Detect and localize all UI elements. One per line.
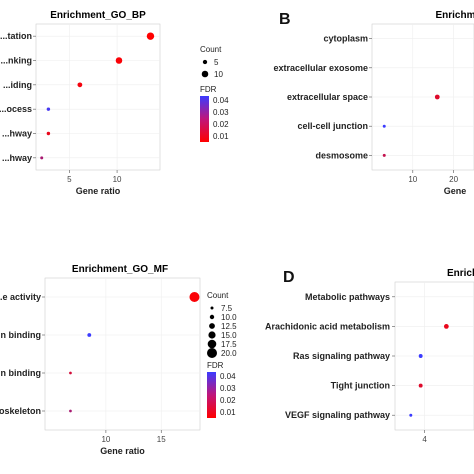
chart-title: Enrichment (447, 268, 474, 279)
size-legend-label: 20.0 (221, 349, 237, 358)
size-legend-label: 10.0 (221, 313, 237, 322)
x-tick-label: 15 (157, 435, 166, 444)
color-legend-label: 0.03 (213, 108, 229, 117)
category-label: Arachidonic acid metabolism (265, 321, 390, 331)
size-legend-title: Count (207, 291, 229, 300)
category-label: extracellular exosome (273, 63, 368, 73)
color-legend-label: 0.01 (220, 408, 236, 417)
size-legend-dot (209, 314, 215, 320)
panel-0: ...tation ...nking ...iding ...ocess ...hway… (0, 10, 229, 196)
category-label: desmosome (315, 150, 368, 160)
x-tick-label: 20 (449, 175, 458, 184)
category-label: ...iding (3, 80, 32, 90)
x-tick-label: 10 (113, 175, 122, 184)
category-label: extracellular space (287, 92, 368, 102)
size-legend-dot (201, 70, 209, 78)
category-label: ...hway (2, 129, 32, 139)
data-point (46, 131, 51, 136)
panel-2: ...e activity ...n binding ...n binding...… (0, 264, 237, 456)
color-legend-title: FDR (207, 361, 224, 370)
color-legend-label: 0.03 (220, 384, 236, 393)
size-legend-label: 7.5 (221, 304, 233, 313)
x-tick-label: 4 (422, 435, 427, 444)
data-point (418, 354, 423, 358)
data-point (46, 107, 51, 111)
data-point (418, 383, 423, 388)
x-tick-label: 10 (408, 175, 417, 184)
x-tick-label: 5 (67, 175, 72, 184)
size-legend-dot (208, 331, 216, 339)
color-legend-bar (200, 96, 209, 142)
color-legend-label: 0.02 (220, 396, 236, 405)
data-point (382, 153, 386, 157)
data-point (409, 413, 413, 417)
color-legend-label: 0.04 (220, 372, 236, 381)
data-point (146, 32, 155, 40)
x-axis-label: Gene (444, 186, 467, 196)
category-label: Tight junction (331, 381, 390, 391)
x-axis-label: Gene ratio (76, 186, 121, 196)
category-label: ...nking (1, 56, 33, 66)
size-legend-title: Count (200, 45, 222, 54)
size-legend-dot (202, 59, 208, 65)
data-point (69, 409, 72, 413)
category-label: Metabolic pathways (305, 292, 390, 302)
category-label: ...e activity (0, 292, 41, 302)
data-point (115, 57, 123, 64)
color-legend-label: 0.01 (213, 132, 229, 141)
size-legend-label: 15.0 (221, 331, 237, 340)
x-tick-label: 10 (101, 435, 110, 444)
category-label: ...n binding (0, 330, 41, 340)
panel-1: cytoplasm extracellular exosome extracellu… (273, 10, 474, 196)
data-point (434, 94, 440, 100)
size-legend-label: 10 (214, 70, 223, 79)
category-label: ...hway (2, 153, 32, 163)
category-label: ...tation (0, 31, 32, 41)
category-label: ...ocess (0, 104, 32, 114)
category-label: ...oskeleton (0, 406, 41, 416)
plot-area (35, 23, 161, 171)
size-legend-label: 5 (214, 58, 219, 67)
size-legend-dot (207, 348, 217, 358)
chart-title: Enrichment_GO_MF (72, 264, 168, 275)
data-point (382, 124, 386, 128)
panel-letter: D (283, 269, 295, 286)
size-legend-dot (209, 323, 215, 329)
category-label: Ras signaling pathway (293, 351, 390, 361)
plot-area (44, 277, 201, 431)
size-legend-dot (210, 306, 214, 310)
color-legend-title: FDR (200, 85, 217, 94)
color-legend-bar (207, 372, 216, 418)
chart-title: Enrichment_GO_BP (50, 10, 146, 21)
data-point (40, 156, 44, 160)
category-label: cell-cell junction (297, 121, 368, 131)
category-label: VEGF signaling pathway (285, 410, 390, 420)
panel-letter: B (279, 11, 291, 28)
x-axis-label: Gene ratio (100, 446, 145, 456)
data-point (189, 292, 200, 302)
size-legend-dot (207, 339, 217, 349)
size-legend-label: 12.5 (221, 322, 237, 331)
panel-3: Metabolic pathways Arachidonic acid metab… (265, 268, 474, 444)
color-legend-label: 0.02 (213, 120, 229, 129)
category-label: cytoplasm (323, 34, 368, 44)
chart-title: Enrichment (435, 10, 474, 21)
category-label: ...n binding (0, 368, 41, 378)
data-point (443, 324, 449, 329)
size-legend-label: 17.5 (221, 340, 237, 349)
color-legend-label: 0.04 (213, 96, 229, 105)
data-point (77, 82, 83, 88)
data-point (87, 333, 92, 337)
data-point (69, 371, 72, 375)
